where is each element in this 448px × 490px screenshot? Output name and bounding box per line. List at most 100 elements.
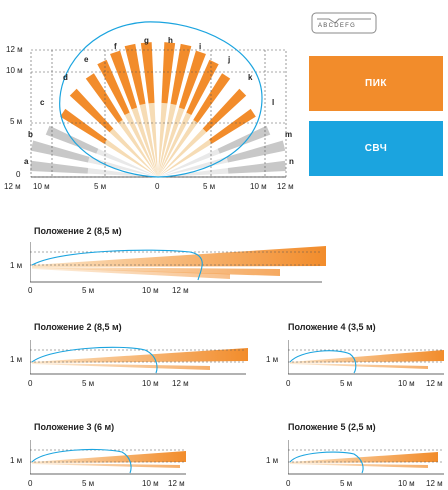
y-tick-12: 12 м [6,45,23,54]
side-4-x10: 10 м [142,479,159,488]
side-2-x12: 12 м [172,379,189,388]
beam-inner-16 [158,139,212,177]
zone-label-a: a [24,157,29,166]
side-1-x5: 5 м [82,286,95,295]
zone-label-m: m [285,130,293,139]
beam-inner-12 [158,107,185,177]
beam-inner-18 [158,156,229,177]
beam-outer-11 [170,43,192,106]
zone-label-n: n [289,157,294,166]
selector-letters: ABCDEFG [318,23,357,29]
beam-outer-1 [30,140,90,163]
side-view-title-3: Положение 4 (3,5 м) [288,322,376,332]
beam-inner-3 [104,139,158,177]
side-3-x12: 12 м [426,379,443,388]
side-view-title-5: Положение 5 (2,5 м) [288,422,376,432]
side-3-x0: 0 [286,379,291,388]
beam-outer-10 [161,42,176,104]
beam-outer-0 [30,160,89,174]
beam-outer-6 [97,59,130,116]
side-view-title-4: Положение 3 (6 м) [34,422,115,432]
x-tick-12-left: 12 м [4,182,21,191]
side-view-3 [288,340,444,375]
beam-inner-9 [148,102,158,177]
y-tick-0: 0 [16,170,21,179]
side-view-1 [30,242,326,283]
beam-outer-8 [124,43,146,106]
beam-outer-7 [110,50,138,110]
side-3-x10: 10 м [398,379,415,388]
selector-icon [311,12,377,34]
beam-outer-4 [69,88,114,133]
beam-inner-17 [158,148,220,177]
zone-label-d: d [63,73,68,82]
beam-outer-12 [178,50,206,110]
beam-inner-6 [124,112,158,177]
side-4-x5: 5 м [82,479,95,488]
beam-outer-19 [227,160,286,174]
side-view-title-1: Положение 2 (8,5 м) [34,226,122,236]
beam-inner-10 [158,102,168,177]
legend-pik-label: ПИК [365,78,387,89]
beam-inner-11 [158,103,177,177]
top-view-diagram [30,21,287,178]
side-5-x10: 10 м [398,479,415,488]
side-2-x10: 10 м [142,379,159,388]
side-view-4 [30,440,186,475]
zone-label-k: k [248,73,253,82]
legend-svch: СВЧ [309,121,443,176]
side-view-2 [30,340,248,375]
beam-inner-2 [96,148,158,177]
side-5-x0: 0 [286,479,291,488]
zone-label-f: f [114,42,117,51]
side-2-x0: 0 [28,379,33,388]
zone-label-g: g [144,36,149,45]
beam-outer-14 [193,73,231,123]
zone-label-i: i [199,42,202,51]
beam-outer-5 [85,73,123,123]
zone-label-b: b [28,130,33,139]
beam-outer-16 [208,108,256,144]
x-tick-5-left: 5 м [94,182,107,191]
beam-outer-15 [202,88,247,133]
side-view-5-ylabel: 1 м [266,456,279,465]
x-tick-5-right: 5 м [203,182,216,191]
side-view-1-ylabel: 1 м [10,261,23,270]
beam-outer-9 [140,42,155,104]
zone-label-e: e [84,55,89,64]
legend-pik: ПИК [309,56,443,111]
legend-svch-label: СВЧ [364,143,388,154]
beam-inner-7 [131,107,158,177]
side-view-5 [288,440,444,475]
beam-inner-4 [109,128,158,177]
side-3-x5: 5 м [340,379,353,388]
beam-inner-15 [158,128,207,177]
side-view-title-2: Положение 2 (8,5 м) [34,322,122,332]
side-4-x12: 12 м [168,479,185,488]
beam-inner-1 [87,156,158,177]
beam-outer-17 [217,125,271,154]
side-2-x5: 5 м [82,379,95,388]
side-view-4-ylabel: 1 м [10,456,23,465]
zone-label-l: l [272,98,275,107]
side-1-x10: 10 м [142,286,159,295]
side-1-x0: 0 [28,286,33,295]
beam-inner-14 [158,119,198,177]
microwave-zone-outline [59,21,263,178]
y-tick-5: 5 м [10,117,23,126]
zone-label-h: h [168,36,173,45]
beam-inner-5 [118,119,158,177]
beam-inner-8 [139,103,158,177]
x-tick-10-left: 10 м [33,182,50,191]
side-5-x5: 5 м [340,479,353,488]
side-view-2-ylabel: 1 м [10,355,23,364]
zone-label-j: j [228,55,231,64]
x-tick-0: 0 [155,182,160,191]
x-tick-10-right: 10 м [250,182,267,191]
side-5-x12: 12 м [426,479,443,488]
side-4-x0: 0 [28,479,33,488]
side-view-3-ylabel: 1 м [266,355,279,364]
beam-outer-13 [186,59,219,116]
switch-selector: ABCDEFG [311,12,377,34]
side-1-x12: 12 м [172,286,189,295]
